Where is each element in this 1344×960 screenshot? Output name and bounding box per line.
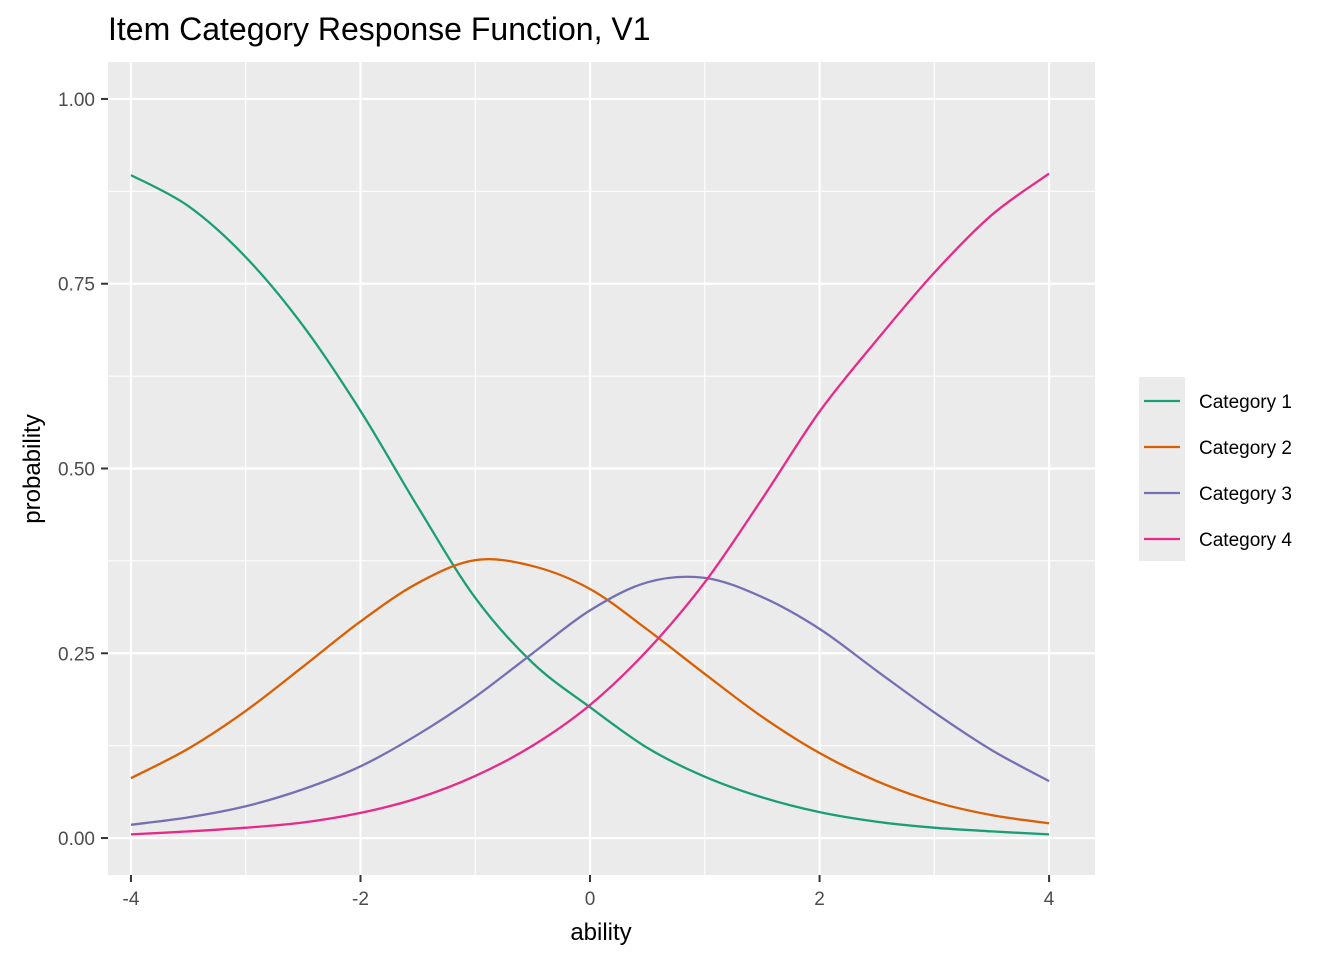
series-lines	[130, 172, 1050, 836]
x-tick-label: 4	[1044, 889, 1055, 910]
y-tick-label: 0.50	[58, 460, 95, 481]
x-tick-label: -4	[123, 889, 140, 910]
series-line-1	[130, 174, 1050, 836]
legend-label-4: Category 4	[1199, 530, 1292, 551]
series-line-2	[130, 558, 1050, 825]
series-line-3	[130, 575, 1050, 826]
legend: Category 1 Category 2 Category 3 Category 4	[1139, 377, 1292, 561]
tick-labels: -4 -2 0 2 4 0.00 0.25 0.50 0.75 1.00	[58, 90, 1055, 910]
chart-title: Item Category Response Function, V1	[108, 11, 651, 47]
grid-major	[108, 62, 1095, 875]
y-tick-label: 0.00	[58, 829, 95, 850]
legend-background	[1139, 377, 1185, 561]
legend-label-3: Category 3	[1199, 484, 1292, 505]
axis-ticks	[101, 97, 1051, 882]
series-line-4	[130, 172, 1050, 836]
x-tick-label: 0	[585, 889, 596, 910]
x-tick-label: -2	[352, 889, 369, 910]
y-tick-label: 0.75	[58, 275, 95, 296]
y-axis-title: probability	[19, 414, 46, 523]
y-tick-label: 1.00	[58, 90, 95, 111]
legend-label-2: Category 2	[1199, 438, 1292, 459]
x-tick-label: 2	[814, 889, 825, 910]
x-axis-title: ability	[570, 919, 631, 946]
y-tick-label: 0.25	[58, 644, 95, 665]
legend-label-1: Category 1	[1199, 392, 1292, 413]
